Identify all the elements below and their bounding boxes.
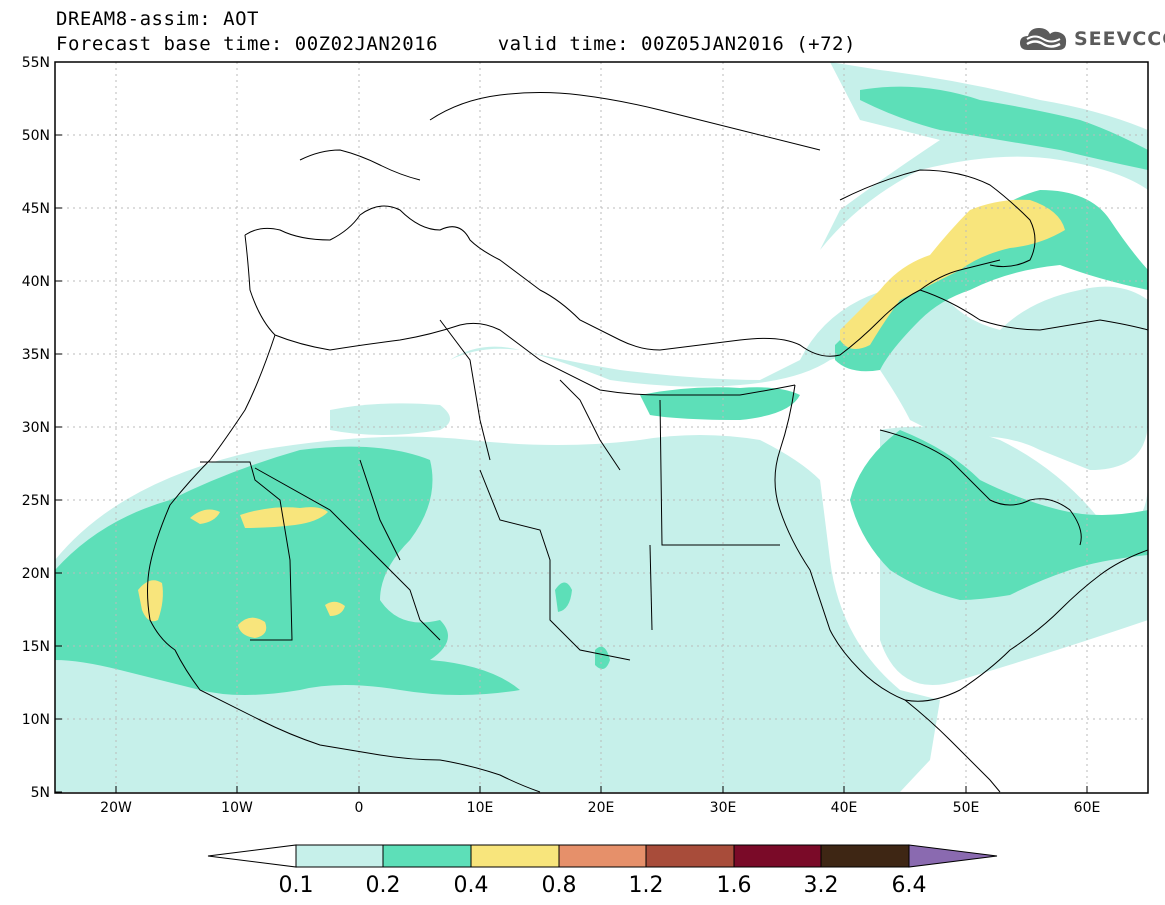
lon-tick-label: 20W [100,800,132,816]
colorbar-segment [207,844,297,868]
colorbar-label: 0.8 [542,873,577,898]
map-grid [55,62,1148,793]
colorbar-label: 1.2 [629,873,664,898]
lat-tick-label: 20N [22,566,50,582]
colorbar-segment [382,844,472,868]
forecast-time-subtitle: Forecast base time: 00Z02JAN2016 valid t… [56,33,856,55]
colorbar-segment [470,844,560,868]
colorbar-label: 3.2 [804,873,839,898]
logo-text: SEEVCCC [1074,28,1165,50]
lat-tick-label: 50N [22,128,50,144]
colorbar-segment [733,844,822,868]
lon-tick-label: 60E [1074,800,1101,816]
map-title: DREAM8-assim: AOT [56,8,259,30]
axis-ticks [55,61,1088,793]
colorbar-segment [295,844,384,868]
colorbar-segment [820,844,910,868]
lat-tick-label: 10N [22,712,50,728]
lat-tick-label: 15N [22,639,50,655]
colorbar-segment [908,844,998,868]
lon-tick-label: 50E [953,800,980,816]
aot-contours [55,62,1148,792]
lon-tick-label: 30E [710,800,737,816]
lon-labels: 20W 10W 0 10E 20E 30E 40E 50E 60E [100,800,1100,816]
colorbar-label: 6.4 [892,873,927,898]
seevccc-logo: SEEVCCC [1018,22,1165,58]
lat-tick-label: 55N [22,55,50,71]
lon-tick-label: 20E [588,800,615,816]
colorbar-label: 0.4 [454,873,489,898]
lon-tick-label: 40E [831,800,858,816]
lat-tick-label: 45N [22,201,50,217]
lat-tick-label: 35N [22,347,50,363]
cloud-icon [1020,28,1067,50]
colorbar-label: 1.6 [717,873,752,898]
colorbar-segment [558,844,647,868]
colorbar-label: 0.1 [279,873,314,898]
aot-level-0.4 [138,199,1065,638]
colorbar-segment [645,844,735,868]
lat-tick-label: 40N [22,274,50,290]
lon-tick-label: 0 [355,800,364,816]
colorbar [207,844,998,868]
lat-tick-label: 30N [22,420,50,436]
lon-tick-label: 10W [221,800,253,816]
lat-tick-label: 5N [31,785,50,801]
coastlines [147,92,1148,793]
colorbar-label: 0.2 [366,873,401,898]
lat-tick-label: 25N [22,493,50,509]
colorbar-labels: 0.1 0.2 0.4 0.8 1.2 1.6 3.2 6.4 [279,873,927,898]
lon-tick-label: 10E [467,800,494,816]
lat-labels: 55N 50N 45N 40N 35N 30N 25N 20N 15N 10N … [22,55,50,801]
